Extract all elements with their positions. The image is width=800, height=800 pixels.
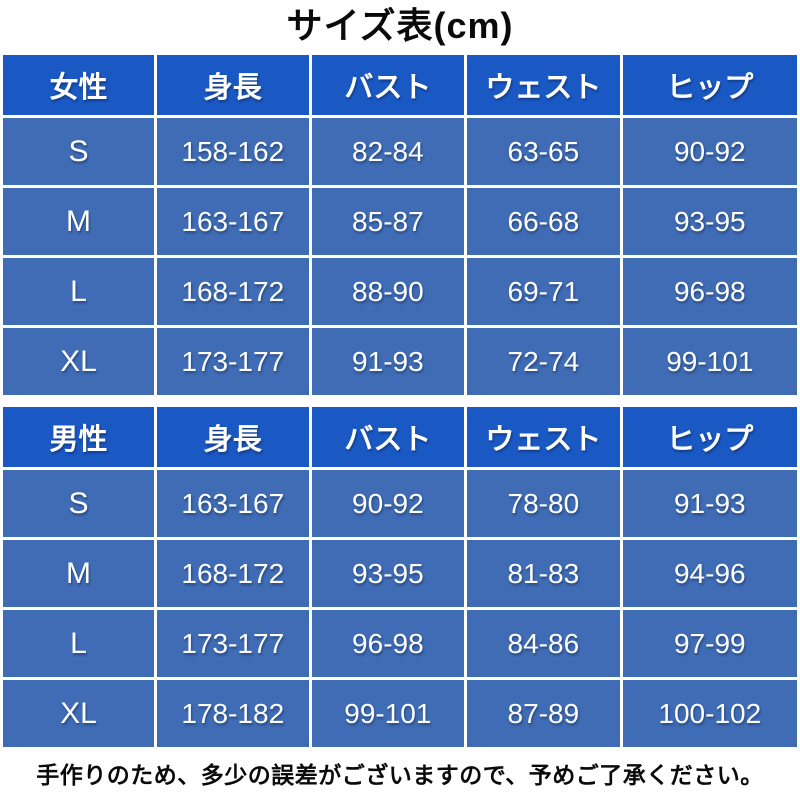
measurement-cell: 84-86	[467, 610, 620, 677]
column-header-waist: ウェスト	[467, 407, 620, 467]
measurement-cell: 78-80	[467, 470, 620, 537]
measurement-cell: 85-87	[311, 188, 465, 255]
measurement-cell: 90-92	[622, 118, 797, 185]
measurement-cell: 97-99	[622, 610, 797, 677]
measurement-cell: 82-84	[311, 118, 465, 185]
column-header-height: 身長	[156, 55, 309, 115]
measurement-cell: 69-71	[467, 258, 620, 325]
measurement-cell: 91-93	[622, 470, 797, 537]
table-row: L 173-177 96-98 84-86 97-99	[3, 610, 797, 677]
women-header-row: 女性 身長 バスト ウェスト ヒップ	[3, 55, 797, 115]
column-header-men: 男性	[3, 407, 154, 467]
page-title: サイズ表(cm)	[286, 5, 514, 46]
table-row: S 163-167 90-92 78-80 91-93	[3, 470, 797, 537]
size-cell: L	[3, 258, 154, 325]
measurement-cell: 158-162	[156, 118, 309, 185]
measurement-cell: 96-98	[311, 610, 465, 677]
measurement-cell: 168-172	[156, 540, 309, 607]
measurement-cell: 93-95	[311, 540, 465, 607]
column-header-waist: ウェスト	[467, 55, 620, 115]
column-header-bust: バスト	[311, 55, 465, 115]
table-row: S 158-162 82-84 63-65 90-92	[3, 118, 797, 185]
measurement-cell: 96-98	[622, 258, 797, 325]
measurement-cell: 91-93	[311, 328, 465, 395]
column-header-hip: ヒップ	[622, 55, 797, 115]
size-cell: S	[3, 470, 154, 537]
measurement-cell: 81-83	[467, 540, 620, 607]
table-row: L 168-172 88-90 69-71 96-98	[3, 258, 797, 325]
measurement-cell: 94-96	[622, 540, 797, 607]
column-header-women: 女性	[3, 55, 154, 115]
size-cell: M	[3, 188, 154, 255]
footer-disclaimer: 手作りのため、多少の誤差がございますので、予めご了承ください。	[36, 762, 764, 788]
measurement-cell: 72-74	[467, 328, 620, 395]
measurement-cell: 100-102	[622, 680, 797, 747]
measurement-cell: 178-182	[156, 680, 309, 747]
measurement-cell: 66-68	[467, 188, 620, 255]
measurement-cell: 90-92	[311, 470, 465, 537]
table-row: XL 173-177 91-93 72-74 99-101	[3, 328, 797, 395]
measurement-cell: 163-167	[156, 188, 309, 255]
women-size-table: 女性 身長 バスト ウェスト ヒップ S 158-162 82-84 63-65…	[0, 52, 800, 398]
size-cell: S	[3, 118, 154, 185]
column-header-bust: バスト	[311, 407, 465, 467]
measurement-cell: 63-65	[467, 118, 620, 185]
measurement-cell: 163-167	[156, 470, 309, 537]
measurement-cell: 168-172	[156, 258, 309, 325]
men-header-row: 男性 身長 バスト ウェスト ヒップ	[3, 407, 797, 467]
measurement-cell: 99-101	[622, 328, 797, 395]
size-cell: M	[3, 540, 154, 607]
table-row: M 163-167 85-87 66-68 93-95	[3, 188, 797, 255]
measurement-cell: 173-177	[156, 610, 309, 677]
column-header-height: 身長	[156, 407, 309, 467]
measurement-cell: 88-90	[311, 258, 465, 325]
measurement-cell: 99-101	[311, 680, 465, 747]
size-cell: XL	[3, 680, 154, 747]
table-row: M 168-172 93-95 81-83 94-96	[3, 540, 797, 607]
measurement-cell: 87-89	[467, 680, 620, 747]
measurement-cell: 93-95	[622, 188, 797, 255]
column-header-hip: ヒップ	[622, 407, 797, 467]
size-cell: L	[3, 610, 154, 677]
table-row: XL 178-182 99-101 87-89 100-102	[3, 680, 797, 747]
measurement-cell: 173-177	[156, 328, 309, 395]
size-cell: XL	[3, 328, 154, 395]
men-size-table: 男性 身長 バスト ウェスト ヒップ S 163-167 90-92 78-80…	[0, 404, 800, 750]
